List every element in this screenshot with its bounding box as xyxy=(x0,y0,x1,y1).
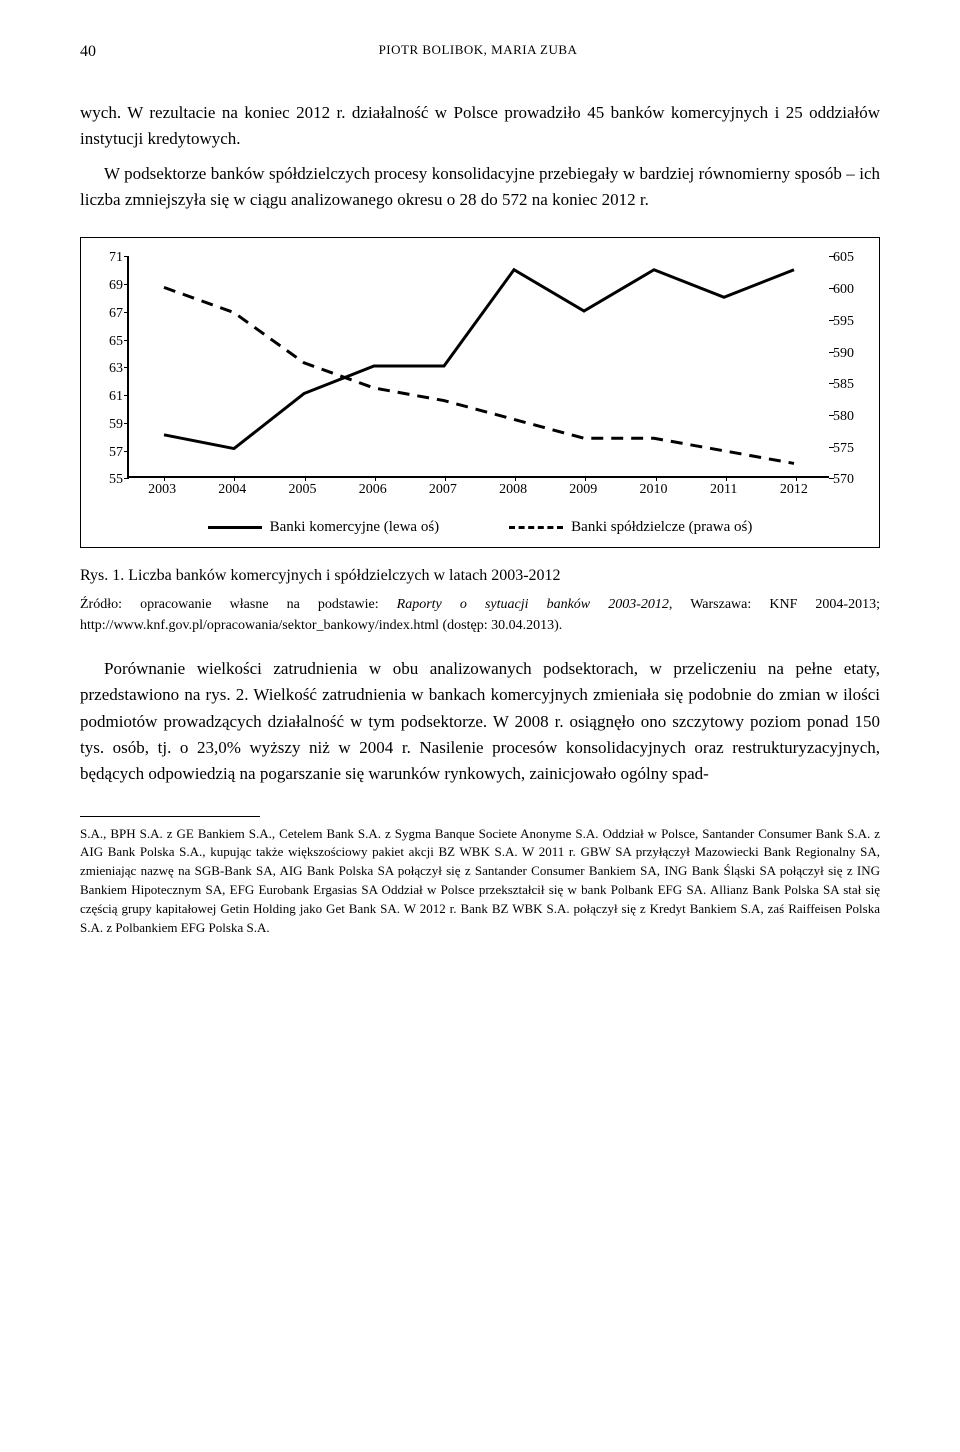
chart-lines-svg xyxy=(129,256,829,476)
chart-container: 55 57 59 61 63 65 67 69 71 570 575 580 585 590 595 600 6… xyxy=(80,237,880,548)
xtick: 2007 xyxy=(429,479,457,500)
chart-plot-area: 55 57 59 61 63 65 67 69 71 570 575 580 585 590 595 600 6… xyxy=(95,248,865,508)
paragraph-2: W podsektorze banków spółdzielczych proc… xyxy=(80,161,880,214)
ytick-right: 590 xyxy=(833,343,865,364)
legend-label-right: Banki spółdzielcze (prawa oś) xyxy=(571,516,752,539)
footnote-separator xyxy=(80,816,260,817)
ytick-left: 69 xyxy=(95,275,123,296)
ytick-left: 71 xyxy=(95,247,123,268)
ytick-right: 570 xyxy=(833,469,865,490)
ytick-left: 59 xyxy=(95,414,123,435)
xtick: 2011 xyxy=(710,479,737,500)
ytick-left: 65 xyxy=(95,331,123,352)
footnote-text: S.A., BPH S.A. z GE Bankiem S.A., Cetele… xyxy=(80,825,880,938)
legend-label-left: Banki komercyjne (lewa oś) xyxy=(270,516,440,539)
legend-item-dash: Banki spółdzielcze (prawa oś) xyxy=(509,516,752,539)
legend-swatch-dash xyxy=(509,526,563,529)
xtick: 2004 xyxy=(218,479,246,500)
running-header: PIOTR BOLIBOK, MARIA ZUBA xyxy=(96,40,860,64)
legend-swatch-solid xyxy=(208,526,262,529)
ytick-right: 575 xyxy=(833,438,865,459)
source-italic: Raporty o sytuacji banków 2003-2012 xyxy=(397,597,669,612)
xtick: 2003 xyxy=(148,479,176,500)
xtick: 2010 xyxy=(640,479,668,500)
ytick-left: 67 xyxy=(95,303,123,324)
header-spacer xyxy=(860,40,880,64)
ytick-left: 57 xyxy=(95,442,123,463)
ytick-left: 55 xyxy=(95,469,123,490)
series-commercial-banks xyxy=(164,270,794,449)
xtick: 2008 xyxy=(499,479,527,500)
page-header: 40 PIOTR BOLIBOK, MARIA ZUBA xyxy=(80,40,880,64)
paragraph-3: Porównanie wielkości zatrudnienia w obu … xyxy=(80,656,880,788)
chart-legend: Banki komercyjne (lewa oś) Banki spółdzi… xyxy=(95,516,865,539)
ytick-right: 585 xyxy=(833,374,865,395)
xtick: 2005 xyxy=(289,479,317,500)
figure-caption: Rys. 1. Liczba banków komercyjnych i spó… xyxy=(80,564,880,588)
ytick-left: 63 xyxy=(95,358,123,379)
paragraph-1: wych. W rezultacie na koniec 2012 r. dzi… xyxy=(80,100,880,153)
xtick: 2009 xyxy=(569,479,597,500)
ytick-right: 595 xyxy=(833,311,865,332)
source-prefix: Źródło: opracowanie własne na podstawie: xyxy=(80,597,397,612)
series-cooperative-banks xyxy=(164,288,794,464)
ytick-right: 580 xyxy=(833,406,865,427)
xtick: 2012 xyxy=(780,479,808,500)
xtick: 2006 xyxy=(359,479,387,500)
figure-source: Źródło: opracowanie własne na podstawie:… xyxy=(80,594,880,636)
ytick-right: 605 xyxy=(833,247,865,268)
page-number: 40 xyxy=(80,40,96,64)
chart-plot xyxy=(127,256,829,478)
ytick-right: 600 xyxy=(833,279,865,300)
legend-item-solid: Banki komercyjne (lewa oś) xyxy=(208,516,440,539)
ytick-left: 61 xyxy=(95,386,123,407)
